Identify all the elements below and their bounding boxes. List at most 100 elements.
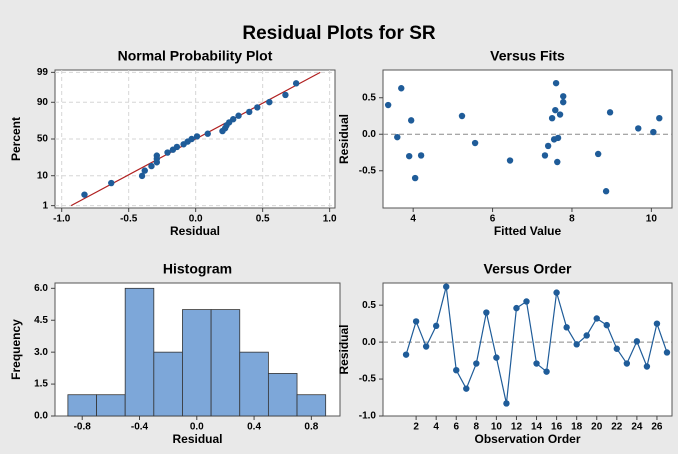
- point: [552, 106, 559, 114]
- point: [643, 363, 651, 370]
- x-tick-label: 6: [490, 214, 496, 225]
- x-tick-label: 10: [491, 422, 503, 433]
- point: [407, 117, 415, 124]
- point: [398, 85, 405, 92]
- point: [246, 108, 253, 116]
- y-tick-label: 1: [42, 200, 48, 211]
- bar: [153, 351, 183, 417]
- y-tick-label: 0.0: [362, 129, 376, 140]
- point: [402, 351, 410, 358]
- point: [394, 133, 401, 141]
- x-tick-label: 0.0: [189, 214, 203, 225]
- point: [153, 152, 161, 159]
- bar: [210, 309, 241, 417]
- y-tick-label: 4.5: [34, 315, 48, 326]
- panel-title: Histogram: [163, 261, 232, 277]
- x-tick-label: -0.5: [120, 214, 138, 225]
- point: [108, 179, 115, 187]
- point: [411, 174, 419, 182]
- x-axis-label: Fitted Value: [494, 224, 562, 238]
- x-tick-label: 0.8: [304, 422, 318, 433]
- point: [138, 172, 146, 180]
- point: [384, 101, 392, 109]
- x-tick-label: 8: [474, 422, 480, 433]
- point: [635, 125, 642, 132]
- point: [254, 104, 261, 111]
- bar: [96, 394, 126, 417]
- point: [602, 188, 610, 195]
- y-tick-label: 0.0: [362, 337, 376, 348]
- point: [292, 80, 300, 87]
- y-axis-label: Residual: [337, 324, 351, 374]
- bar: [239, 351, 269, 417]
- point: [412, 318, 420, 325]
- y-axis-label: Residual: [337, 114, 351, 164]
- point: [193, 133, 201, 140]
- x-tick-label: 26: [651, 422, 663, 433]
- y-tick-label: 50: [37, 134, 49, 145]
- y-tick-label: 90: [37, 97, 49, 108]
- point: [606, 109, 614, 116]
- point: [173, 143, 181, 151]
- point: [533, 360, 540, 367]
- point: [544, 142, 552, 150]
- point: [266, 98, 273, 106]
- point: [235, 112, 242, 119]
- point: [417, 152, 425, 159]
- point: [583, 332, 590, 339]
- point: [541, 152, 549, 159]
- x-tick-label: -1.0: [53, 214, 71, 225]
- point: [554, 134, 562, 142]
- figure-title: Residual Plots for SR: [242, 23, 435, 44]
- x-tick-label: 4: [433, 422, 439, 433]
- x-tick-label: 22: [611, 422, 623, 433]
- point: [164, 149, 171, 156]
- point: [148, 162, 155, 170]
- y-tick-label: -1.0: [359, 411, 377, 422]
- point: [81, 191, 88, 198]
- point: [548, 114, 556, 122]
- y-tick-label: 99: [37, 67, 49, 78]
- bar: [124, 287, 155, 417]
- y-tick-label: -0.5: [359, 165, 377, 176]
- point: [554, 158, 561, 166]
- point: [463, 385, 470, 392]
- x-tick-label: 0.5: [256, 214, 270, 225]
- plot-area: [382, 69, 673, 209]
- x-tick-label: 18: [571, 422, 583, 433]
- point: [594, 150, 602, 158]
- x-tick-label: -0.4: [131, 422, 149, 433]
- point: [593, 315, 600, 322]
- x-tick-label: 16: [551, 422, 563, 433]
- point: [229, 116, 237, 123]
- point: [483, 309, 490, 316]
- x-tick-label: 14: [531, 422, 543, 433]
- bar: [296, 394, 327, 417]
- y-tick-label: 3.0: [34, 347, 48, 358]
- y-tick-label: 0.0: [34, 411, 48, 422]
- point: [552, 79, 560, 87]
- point: [563, 324, 570, 331]
- x-tick-label: 8: [569, 214, 575, 225]
- x-tick-label: 24: [631, 422, 643, 433]
- x-tick-label: 12: [511, 422, 523, 433]
- point: [560, 98, 567, 106]
- y-tick-label: -0.5: [359, 374, 377, 385]
- point: [503, 400, 510, 407]
- point: [543, 368, 550, 375]
- bar: [267, 373, 298, 417]
- x-axis-label: Observation Order: [474, 432, 580, 446]
- point: [650, 128, 657, 136]
- x-tick-label: 0.0: [190, 422, 204, 433]
- x-tick-label: 10: [646, 214, 658, 225]
- point: [141, 167, 148, 174]
- bar: [67, 394, 97, 417]
- point: [406, 152, 413, 160]
- bar: [182, 309, 212, 417]
- point: [422, 343, 430, 350]
- point: [623, 360, 631, 367]
- panel-title: Versus Order: [484, 261, 572, 277]
- point: [560, 93, 567, 100]
- x-axis-label: Residual: [170, 224, 220, 238]
- x-tick-label: 6: [453, 422, 459, 433]
